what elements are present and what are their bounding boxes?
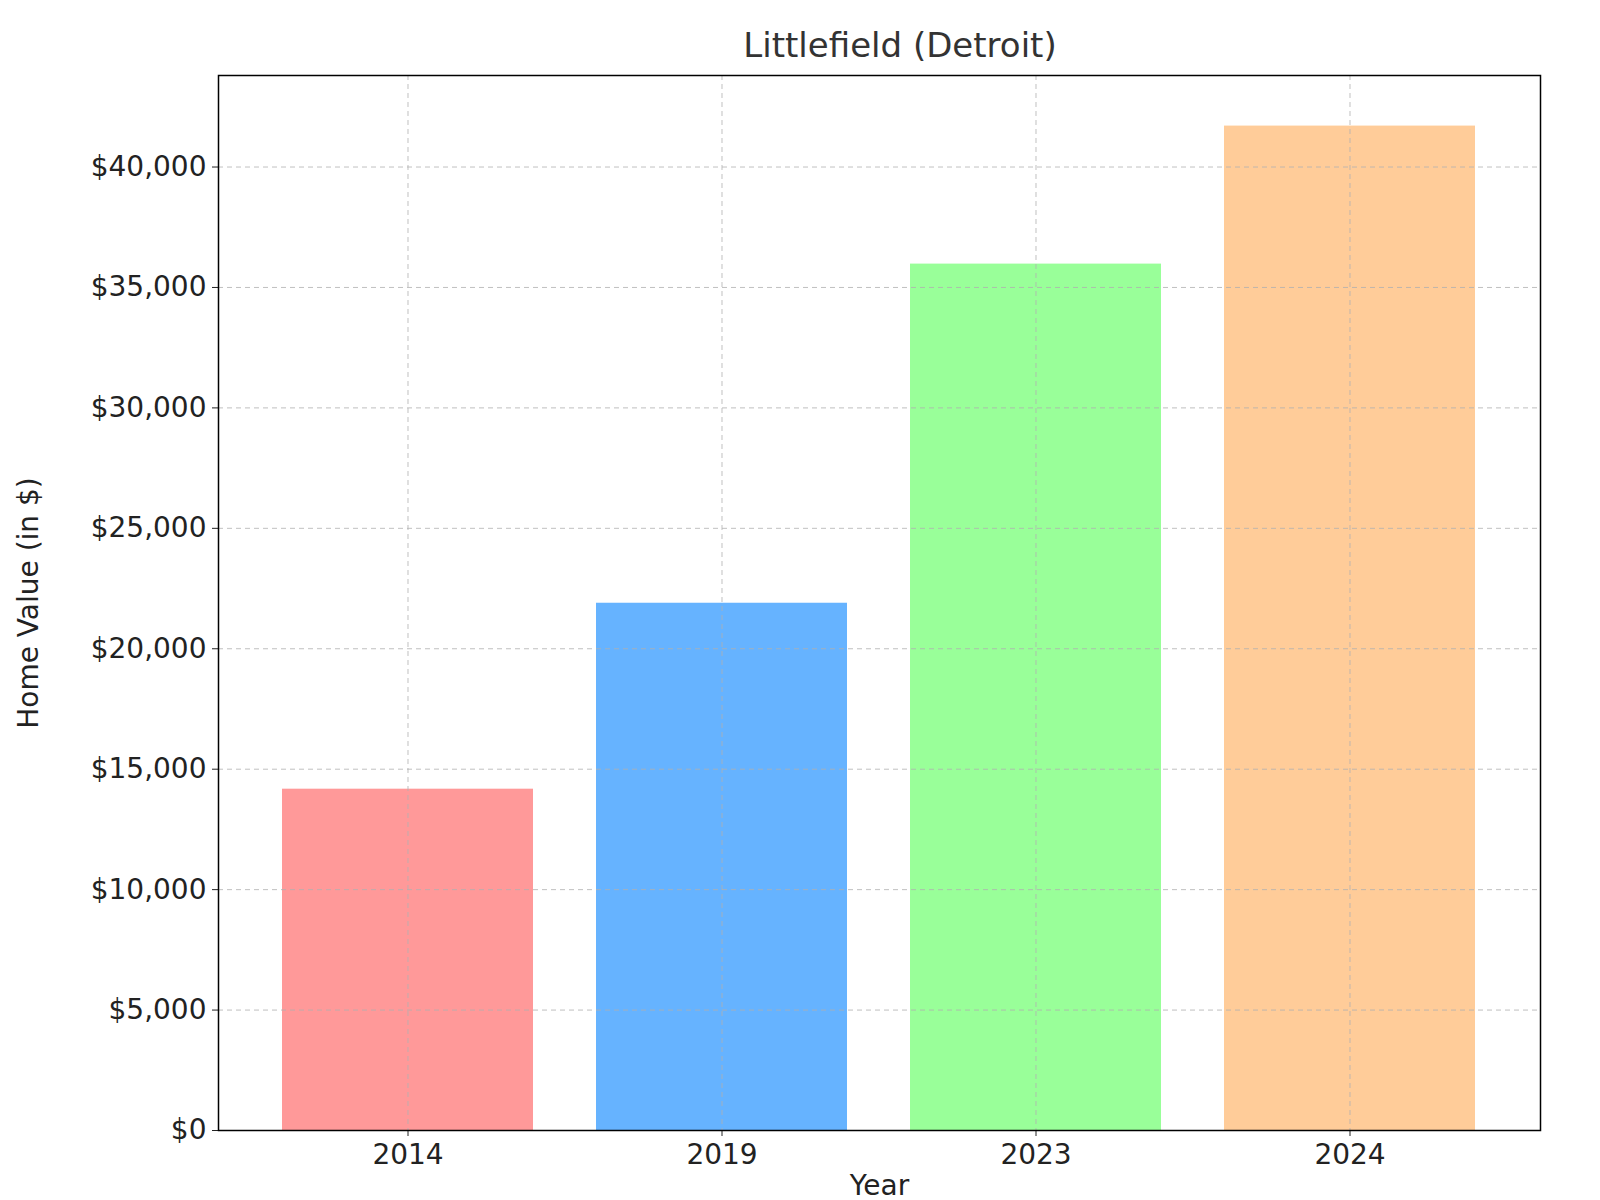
svg-text:2024: 2024 xyxy=(1314,1138,1385,1171)
svg-text:2014: 2014 xyxy=(372,1138,443,1171)
svg-text:$20,000: $20,000 xyxy=(91,632,207,665)
svg-text:Home Value (in $): Home Value (in $) xyxy=(12,477,45,728)
svg-text:$5,000: $5,000 xyxy=(109,993,207,1026)
html-text:Littlefield (Detroit): Littlefield (Detroit) xyxy=(743,25,1057,65)
svg-text:$10,000: $10,000 xyxy=(91,873,207,906)
svg-text:$40,000: $40,000 xyxy=(91,150,207,183)
svg-text:$30,000: $30,000 xyxy=(91,391,207,424)
svg-text:$15,000: $15,000 xyxy=(91,752,207,785)
svg-text:$25,000: $25,000 xyxy=(91,511,207,544)
svg-text:$0: $0 xyxy=(171,1113,207,1146)
svg-text:$35,000: $35,000 xyxy=(91,270,207,303)
svg-text:Year: Year xyxy=(849,1169,910,1200)
svg-text:2019: 2019 xyxy=(686,1138,757,1171)
svg-text:2023: 2023 xyxy=(1000,1138,1071,1171)
